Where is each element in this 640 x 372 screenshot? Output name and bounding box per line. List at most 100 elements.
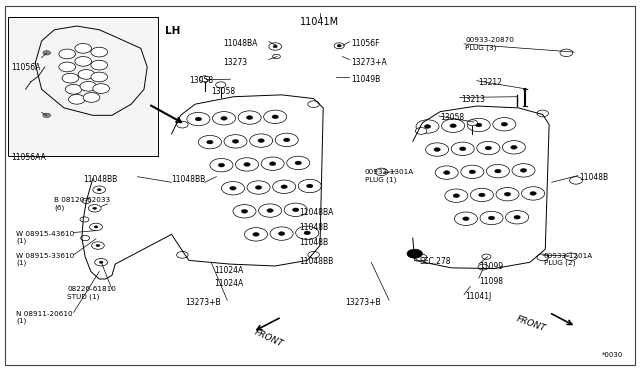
Text: N 08911-20610
(1): N 08911-20610 (1) <box>16 311 72 324</box>
Text: 13212: 13212 <box>478 78 502 87</box>
Circle shape <box>502 141 525 154</box>
Circle shape <box>445 189 468 202</box>
Circle shape <box>224 135 247 148</box>
Circle shape <box>244 228 268 241</box>
Circle shape <box>59 62 76 72</box>
Text: 13273+B: 13273+B <box>186 298 221 307</box>
Circle shape <box>218 163 225 167</box>
Circle shape <box>560 49 573 57</box>
Circle shape <box>501 122 508 126</box>
Circle shape <box>514 215 520 219</box>
Circle shape <box>198 135 221 149</box>
Circle shape <box>493 118 516 131</box>
Circle shape <box>482 254 491 259</box>
Circle shape <box>82 198 91 203</box>
Circle shape <box>511 145 517 149</box>
Circle shape <box>247 181 270 194</box>
Circle shape <box>564 253 577 260</box>
Circle shape <box>241 209 248 213</box>
Text: *0030: *0030 <box>602 352 623 357</box>
Circle shape <box>522 187 545 200</box>
Circle shape <box>83 93 100 102</box>
Circle shape <box>210 158 233 172</box>
Circle shape <box>244 163 250 166</box>
Text: 08226-61810
STUD (1): 08226-61810 STUD (1) <box>67 286 116 300</box>
Circle shape <box>270 227 293 240</box>
Circle shape <box>415 254 427 261</box>
Circle shape <box>296 226 319 240</box>
Circle shape <box>90 223 102 231</box>
Circle shape <box>91 60 108 70</box>
Text: 11048B: 11048B <box>579 173 609 182</box>
Circle shape <box>506 211 529 224</box>
Circle shape <box>264 110 287 124</box>
Circle shape <box>486 164 509 178</box>
Circle shape <box>467 120 477 126</box>
Circle shape <box>461 165 484 179</box>
Text: 11024A: 11024A <box>214 279 244 288</box>
Circle shape <box>261 157 284 170</box>
Circle shape <box>97 189 101 191</box>
Circle shape <box>284 138 290 142</box>
Circle shape <box>463 217 469 221</box>
Circle shape <box>43 51 51 55</box>
Text: 11048BB: 11048BB <box>172 175 206 184</box>
Text: FRONT: FRONT <box>253 327 284 349</box>
Text: 11041M: 11041M <box>300 17 340 27</box>
Circle shape <box>337 45 341 47</box>
Circle shape <box>221 116 227 120</box>
Circle shape <box>88 205 101 212</box>
Text: 00933-1201A
PLUG (2): 00933-1201A PLUG (2) <box>544 253 593 266</box>
Circle shape <box>216 82 226 88</box>
Circle shape <box>298 179 321 193</box>
Circle shape <box>442 119 465 132</box>
Circle shape <box>91 47 108 57</box>
Circle shape <box>93 186 106 193</box>
Circle shape <box>415 128 427 134</box>
Circle shape <box>91 72 108 82</box>
Text: 11056A: 11056A <box>12 63 41 72</box>
Circle shape <box>304 231 310 235</box>
Circle shape <box>520 169 527 172</box>
Circle shape <box>334 43 344 49</box>
Text: W 08915-33610
(1): W 08915-33610 (1) <box>16 253 74 266</box>
Text: 13273: 13273 <box>223 58 247 67</box>
Circle shape <box>80 217 89 222</box>
Circle shape <box>530 192 536 195</box>
Circle shape <box>92 242 104 249</box>
Text: 13273+B: 13273+B <box>346 298 381 307</box>
Text: 11024A: 11024A <box>214 266 244 275</box>
Circle shape <box>477 141 500 155</box>
Circle shape <box>424 125 431 128</box>
Circle shape <box>246 116 253 119</box>
Circle shape <box>187 112 210 126</box>
Circle shape <box>232 140 239 143</box>
Text: 13058: 13058 <box>189 76 213 85</box>
Circle shape <box>93 207 97 209</box>
Circle shape <box>65 84 82 94</box>
Circle shape <box>467 118 490 132</box>
Circle shape <box>221 182 244 195</box>
Circle shape <box>407 249 422 258</box>
Text: FRONT: FRONT <box>515 314 547 333</box>
Circle shape <box>230 186 236 190</box>
Circle shape <box>269 162 276 166</box>
Circle shape <box>426 143 449 156</box>
Circle shape <box>496 187 519 201</box>
Text: 11041J: 11041J <box>465 292 492 301</box>
Circle shape <box>450 124 456 128</box>
Circle shape <box>236 158 259 171</box>
Circle shape <box>434 148 440 151</box>
Text: SEC.278: SEC.278 <box>419 257 451 266</box>
Circle shape <box>307 184 313 188</box>
Circle shape <box>95 259 108 266</box>
Text: 13058: 13058 <box>211 87 236 96</box>
Circle shape <box>281 185 287 189</box>
Circle shape <box>233 205 256 218</box>
Circle shape <box>80 81 97 91</box>
Circle shape <box>488 216 495 220</box>
Circle shape <box>75 57 92 66</box>
Circle shape <box>99 261 103 263</box>
Text: 13058: 13058 <box>440 113 465 122</box>
Circle shape <box>258 139 264 142</box>
